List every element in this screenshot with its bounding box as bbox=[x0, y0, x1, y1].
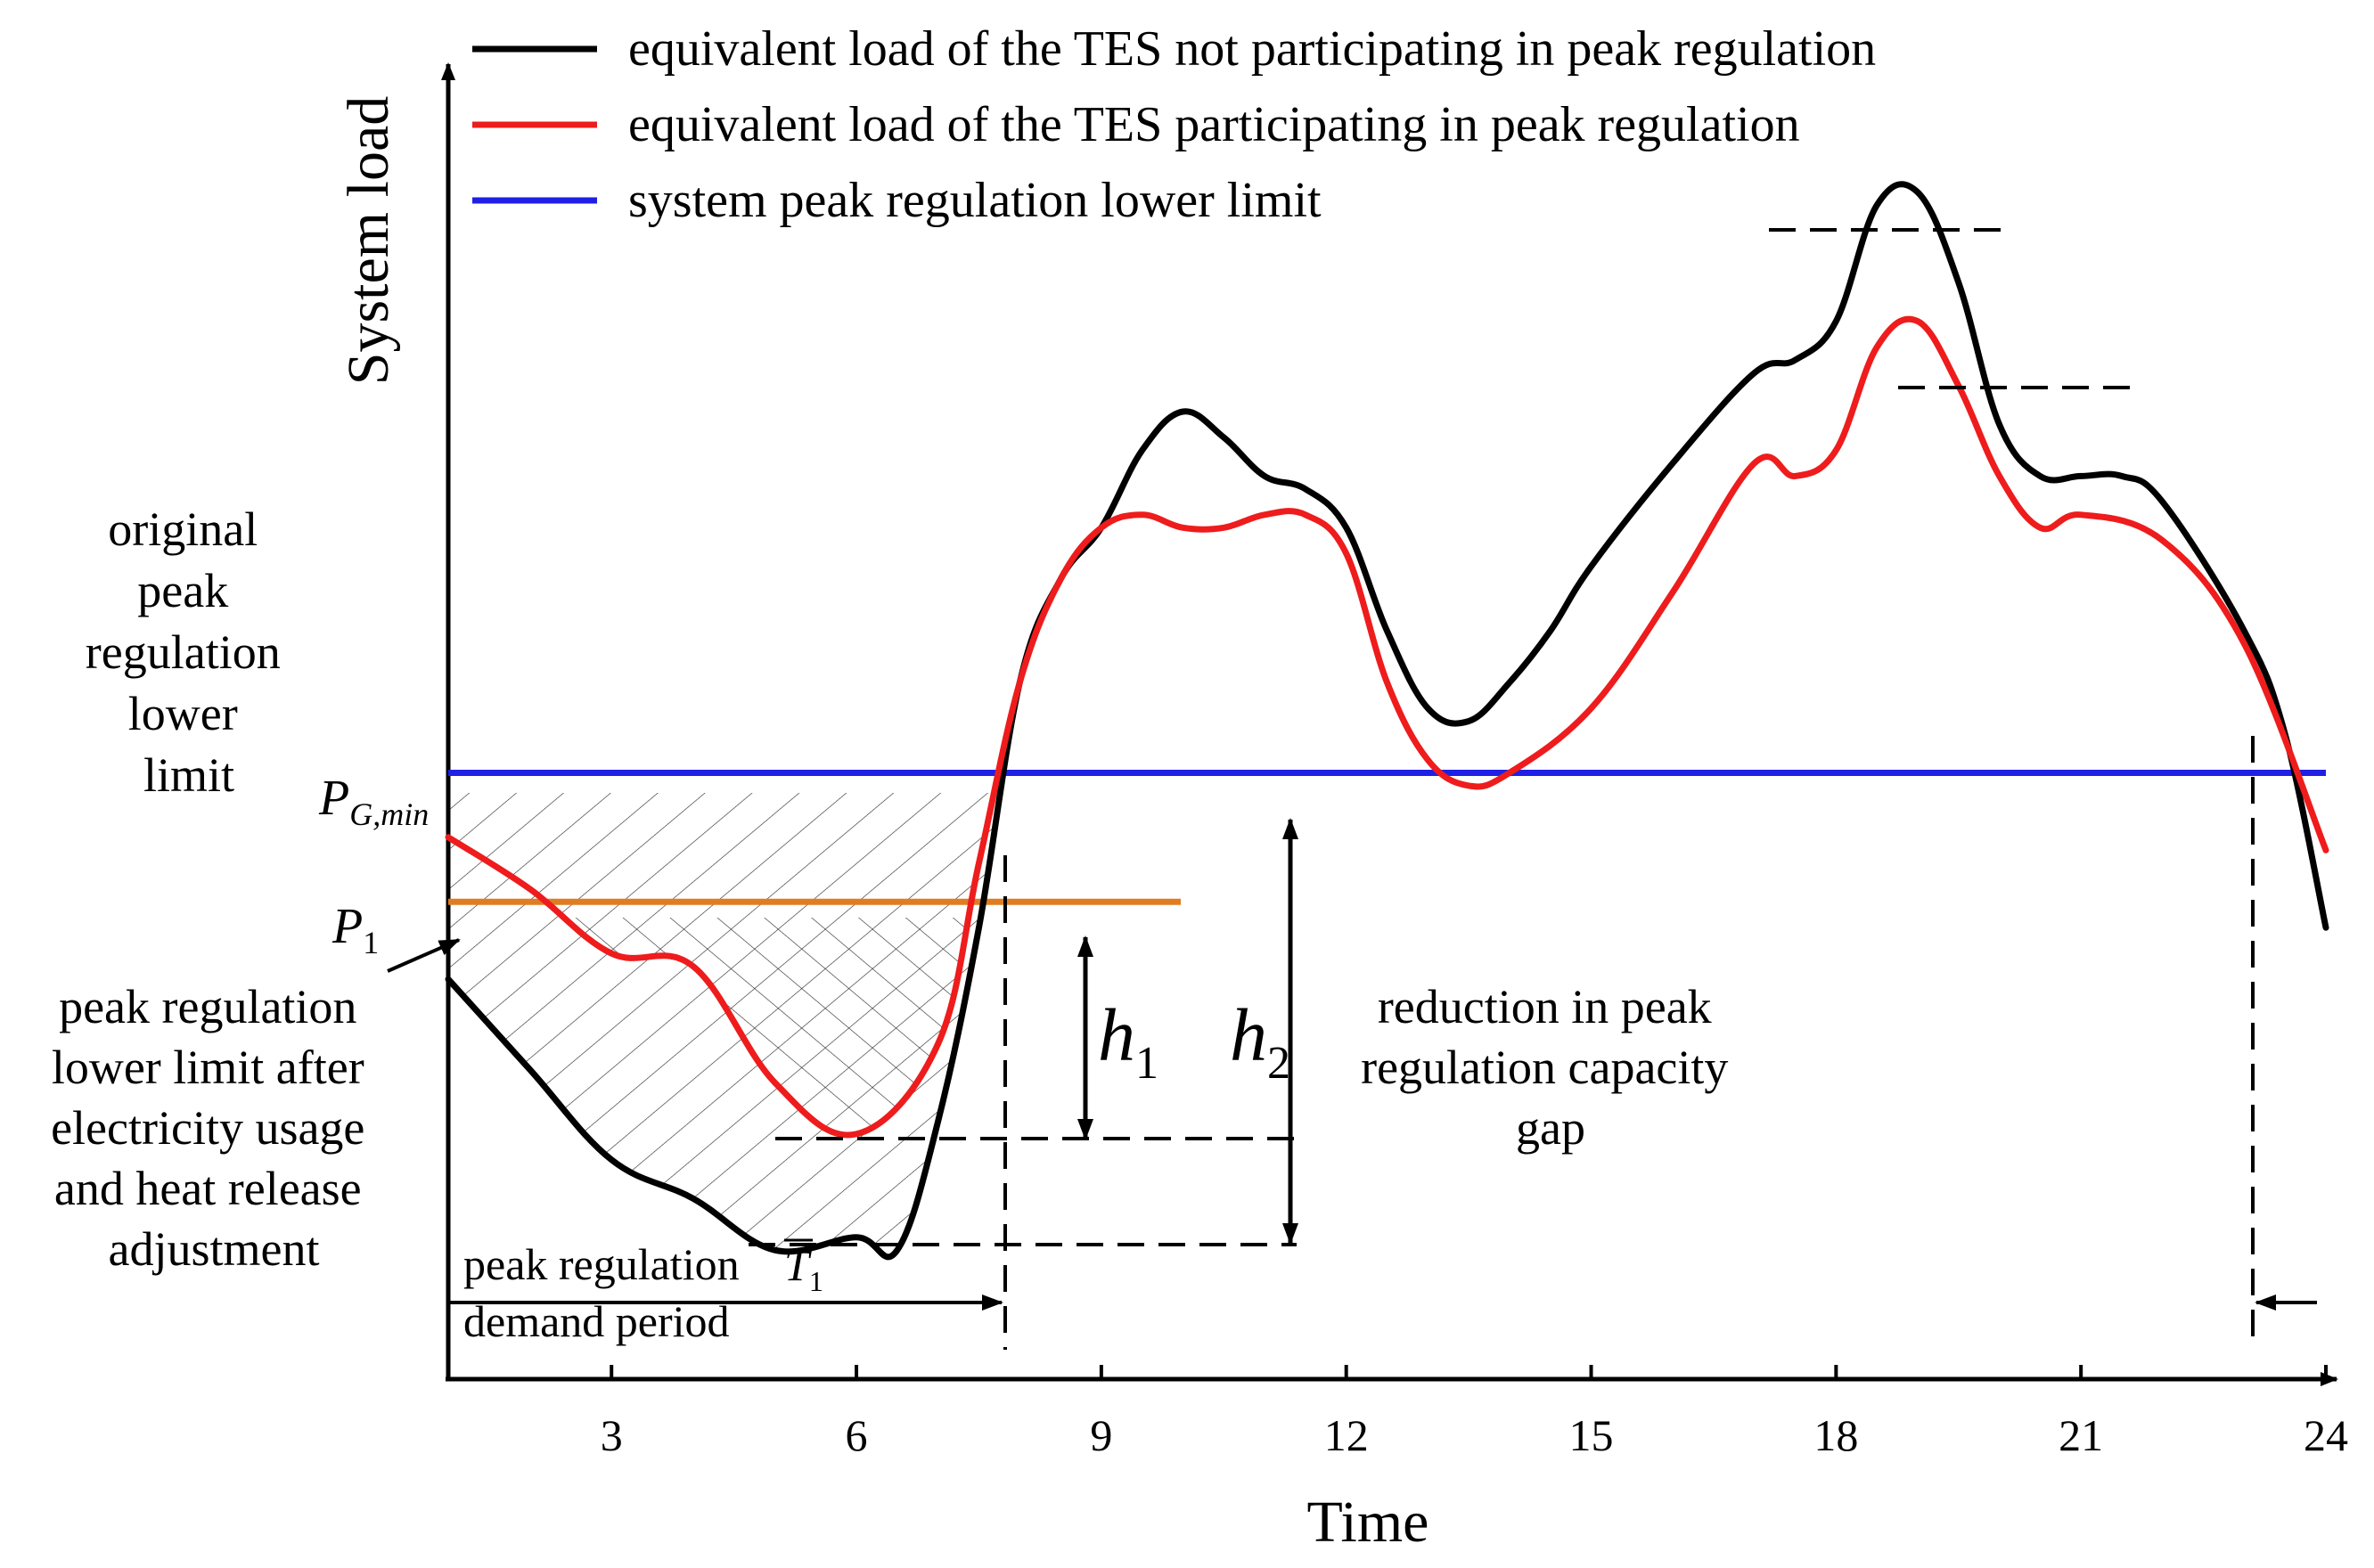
p1-label: P1 bbox=[332, 899, 379, 960]
h1-label: h1 bbox=[1098, 994, 1158, 1089]
x-tick-label: 18 bbox=[1813, 1410, 1858, 1460]
annotation-demand-period: peak regulation demand period bbox=[463, 1239, 750, 1346]
annotation-reduction-gap: reduction in peak regulation capacity ga… bbox=[1361, 980, 1740, 1155]
x-tick-label: 9 bbox=[1090, 1410, 1112, 1460]
t1-label: T1 bbox=[784, 1240, 823, 1297]
x-tick-label: 15 bbox=[1569, 1410, 1614, 1460]
x-axis-title: Time bbox=[1307, 1490, 1429, 1555]
x-tick-label: 12 bbox=[1324, 1410, 1369, 1460]
x-ticks bbox=[610, 1365, 2328, 1379]
annotation-after-adjustment: peak regulation lower limit after electr… bbox=[51, 980, 377, 1276]
x-tick-label: 3 bbox=[601, 1410, 623, 1460]
h2-label: h2 bbox=[1230, 994, 1290, 1089]
legend-label: system peak regulation lower limit bbox=[628, 173, 1322, 228]
after-adjustment-pointer bbox=[387, 938, 461, 973]
series-tes-participating bbox=[445, 315, 2329, 1139]
legend: equivalent load of the TES not participa… bbox=[472, 21, 1876, 228]
legend-label: equivalent load of the TES not participa… bbox=[628, 21, 1876, 77]
dashed-guides bbox=[749, 228, 2255, 1350]
annotation-original-limit: original peak regulation lower limit bbox=[86, 502, 292, 802]
pg-min-label: PG,min bbox=[318, 771, 429, 832]
x-tick-label: 6 bbox=[846, 1410, 868, 1460]
legend-label: equivalent load of the TES participating… bbox=[628, 97, 1800, 152]
x-tick-label: 24 bbox=[2304, 1410, 2348, 1460]
series-tes-not-participating bbox=[445, 181, 2329, 1261]
y-axis-title: System load bbox=[336, 96, 401, 386]
x-tick-label: 21 bbox=[2059, 1410, 2103, 1460]
x-tick-labels: 3 6 9 12 15 18 21 24 bbox=[601, 1410, 2348, 1460]
